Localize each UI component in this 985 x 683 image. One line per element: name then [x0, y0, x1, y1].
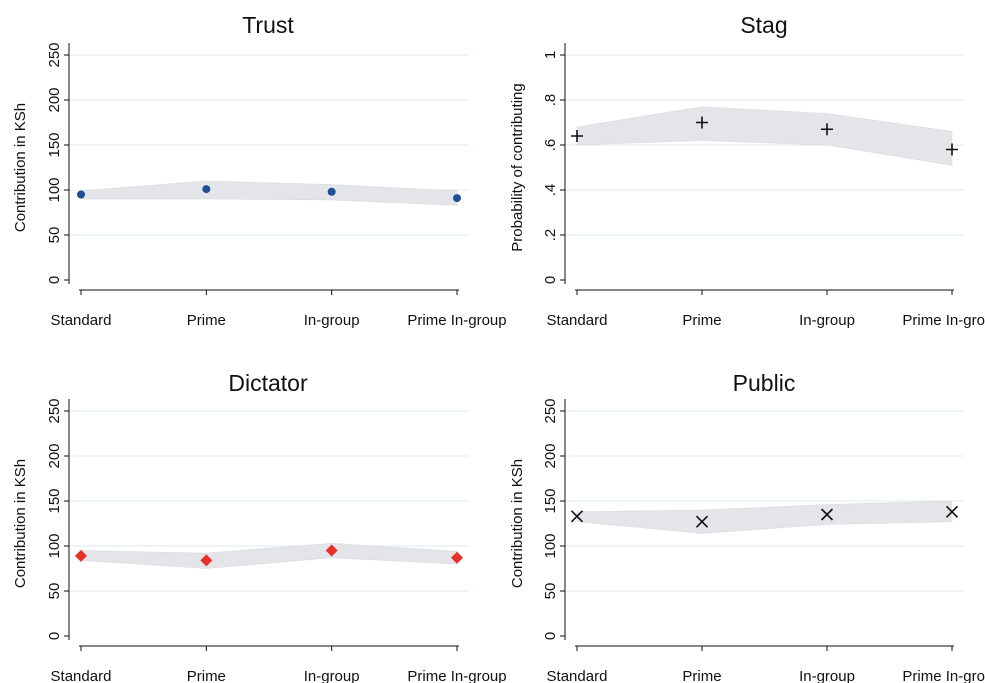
data-point [945, 505, 959, 518]
x-tick-label: Prime [187, 312, 226, 329]
y-tick-label: 50 [542, 583, 559, 600]
x-tick-label: Prime In-group [902, 668, 985, 683]
y-axis-label: Contribution in KSh [12, 103, 29, 232]
y-axis-label: Contribution in KSh [509, 459, 526, 588]
y-tick-label: .4 [542, 184, 559, 197]
x-tick-label: In-group [304, 668, 360, 683]
chart-title: Dictator [228, 370, 308, 396]
y-tick-label: 0 [542, 276, 559, 284]
confidence-band [576, 106, 953, 166]
data-point [453, 194, 461, 203]
x-tick-label: Standard [547, 668, 608, 683]
data-point [946, 143, 958, 156]
y-tick-label: 1 [542, 51, 559, 59]
x-tick-label: Prime In-group [407, 312, 506, 329]
data-point [327, 187, 336, 196]
y-tick-label: .8 [542, 94, 559, 107]
data-point [696, 116, 708, 129]
x-tick-label: Standard [51, 668, 112, 683]
y-tick-label: 200 [542, 443, 559, 468]
x-tick-label: Standard [51, 312, 112, 329]
y-tick-label: 150 [46, 488, 63, 513]
x-tick-label: In-group [304, 312, 360, 329]
y-tick-label: 0 [46, 276, 63, 284]
y-tick-label: 0 [46, 632, 63, 640]
data-point [820, 508, 834, 521]
y-tick-label: 100 [542, 533, 559, 558]
data-point [75, 549, 87, 562]
chart-title: Trust [242, 12, 294, 38]
y-tick-label: 200 [46, 443, 63, 468]
y-tick-label: .2 [542, 229, 559, 242]
chart-panel-public: 0 50 100 150 200 250 Standard Prime In-group Prim… [509, 370, 985, 683]
y-tick-label: .6 [542, 139, 559, 152]
confidence-band [80, 180, 458, 206]
x-tick-label: Standard [547, 312, 608, 329]
x-tick-label: In-group [799, 312, 855, 329]
y-tick-label: 250 [46, 398, 63, 423]
y-axis-label: Probability of contributing [509, 83, 526, 251]
y-tick-label: 0 [542, 632, 559, 640]
y-tick-label: 250 [46, 42, 63, 67]
y-tick-label: 200 [46, 87, 63, 112]
data-point [200, 554, 213, 567]
y-tick-label: 50 [46, 227, 63, 244]
x-tick-label: Prime [682, 668, 721, 683]
data-point [77, 190, 85, 199]
x-tick-label: Prime In-group [407, 668, 506, 683]
y-tick-label: 100 [46, 533, 63, 558]
chart-panel-trust: 0 50 100 150 200 250 Standard Prime In-group Prim… [12, 12, 507, 329]
y-tick-label: 50 [46, 583, 63, 600]
chart-panel-stag: 0 .2 .4 .6 .8 1 Standard Prime In-group Prime In-… [509, 12, 985, 329]
chart-title: Stag [740, 12, 787, 38]
y-tick-label: 250 [542, 398, 559, 423]
data-point [821, 123, 833, 136]
y-tick-label: 100 [46, 177, 63, 202]
y-tick-label: 150 [542, 488, 559, 513]
x-tick-label: Prime [682, 312, 721, 329]
data-point [325, 544, 338, 557]
confidence-band [576, 500, 953, 534]
chart-panel-dictator: 0 50 100 150 200 250 Standard Prime In-group Prim… [12, 370, 507, 683]
data-point [695, 515, 709, 528]
x-tick-label: Prime In-group [902, 312, 985, 329]
data-point [570, 510, 584, 523]
y-axis-label: Contribution in KSh [12, 459, 29, 588]
y-tick-label: 150 [46, 132, 63, 157]
x-tick-label: Prime [187, 668, 226, 683]
x-tick-label: In-group [799, 668, 855, 683]
data-point [571, 130, 583, 142]
data-point [451, 551, 463, 564]
data-point [202, 185, 211, 194]
chart-title: Public [733, 370, 796, 396]
confidence-band [80, 542, 458, 569]
